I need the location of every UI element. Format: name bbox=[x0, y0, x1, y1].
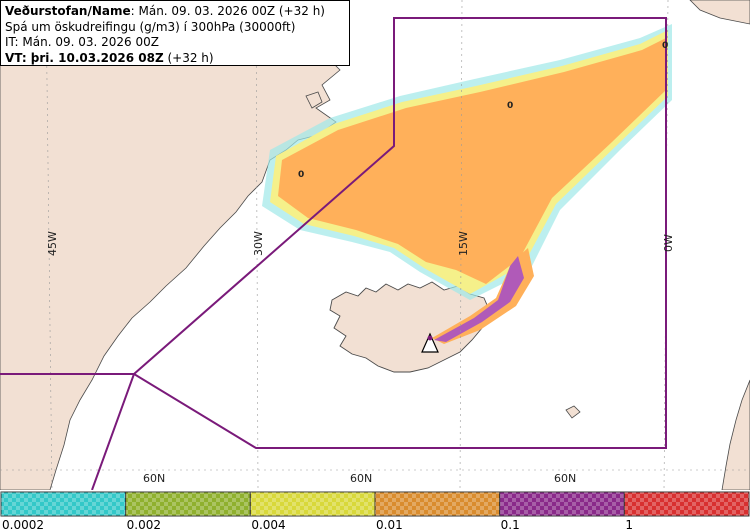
graticule bbox=[0, 0, 750, 490]
colorbar-tick-label: 0.01 bbox=[376, 518, 403, 532]
colorbar-segment-texture bbox=[250, 492, 375, 516]
info-line-valid-time: VT: þri. 10.03.2026 08Z (+32 h) bbox=[5, 51, 345, 67]
colorbar-tick-label: 1 bbox=[625, 518, 633, 532]
colorbar-tick-label: 0.0002 bbox=[2, 518, 44, 532]
issuer-name: Veðurstofan/Name bbox=[5, 4, 131, 18]
colorbar-tick-label: 0.1 bbox=[501, 518, 520, 532]
colorbar-segment-texture bbox=[624, 492, 749, 516]
lead-time: (+32 h) bbox=[163, 50, 214, 65]
zero-marker: 0 bbox=[662, 41, 668, 51]
lon-label-30w: 30W bbox=[252, 231, 265, 256]
forecast-info-box: Veðurstofan/Name: Mán. 09. 03. 2026 00Z … bbox=[0, 0, 350, 66]
concentration-colorbar: 0.0002 0.002 0.004 0.01 0.1 1 bbox=[0, 491, 750, 532]
info-line-initial-time: IT: Mán. 09. 03. 2026 00Z bbox=[5, 35, 159, 49]
zero-marker: 0 bbox=[507, 101, 513, 111]
colorbar-tick-label: 0.004 bbox=[251, 518, 285, 532]
colorbar-segment-texture bbox=[499, 492, 625, 516]
valid-time: VT: þri. 10.03.2026 08Z bbox=[5, 50, 164, 65]
lat-label-60n-center: 60N bbox=[350, 472, 372, 485]
svalbard-edge bbox=[689, 0, 750, 25]
map-canvas: 45W 30W 15W 0W 60N 60N 60N 0 0 0 bbox=[0, 0, 750, 490]
lon-label-45w: 45W bbox=[46, 231, 59, 256]
info-line-issuer: Veðurstofan/Name: Mán. 09. 03. 2026 00Z … bbox=[5, 4, 345, 20]
issue-time: : Mán. 09. 03. 2026 00Z (+32 h) bbox=[130, 4, 325, 18]
greenland-land bbox=[0, 0, 341, 490]
lon-label-15w: 15W bbox=[457, 231, 470, 256]
zero-marker: 0 bbox=[298, 170, 304, 180]
fir-boundary bbox=[0, 17, 667, 490]
faroe-islands bbox=[565, 405, 581, 419]
norway-land bbox=[721, 379, 750, 490]
colorbar-segment-texture bbox=[375, 492, 500, 516]
lon-label-0w: 0W bbox=[662, 234, 675, 252]
ash-cloud-high bbox=[434, 256, 524, 342]
colorbar-segment-texture bbox=[1, 492, 126, 516]
lat-label-60n-left: 60N bbox=[143, 472, 165, 485]
colorbar-segment-texture bbox=[125, 492, 251, 516]
ash-cloud-low bbox=[278, 38, 666, 284]
colorbar-tick-label: 0.002 bbox=[127, 518, 161, 532]
volcano-icon bbox=[421, 332, 439, 353]
lat-label-60n-right: 60N bbox=[554, 472, 576, 485]
greenland-island bbox=[305, 91, 323, 109]
info-line-product: Spá um öskudreifingu (g/m3) í 300hPa (30… bbox=[5, 19, 296, 34]
